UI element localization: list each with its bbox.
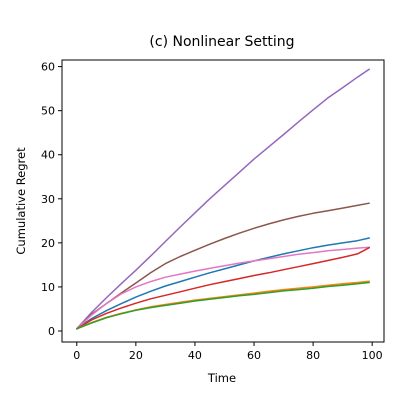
series-line-1	[76, 68, 370, 330]
series-line-4	[76, 246, 370, 330]
series-line-5	[76, 246, 370, 330]
y-tick-label: 10	[41, 281, 55, 294]
y-tick-label: 40	[41, 149, 55, 162]
y-tick-label: 60	[41, 61, 55, 74]
x-axis-label: Time	[207, 371, 236, 385]
x-tick-label: 20	[129, 349, 143, 362]
series-line-2	[76, 202, 370, 330]
x-tick-label: 100	[362, 349, 383, 362]
y-axis-label: Cumulative Regret	[14, 147, 28, 255]
x-tick-label: 40	[188, 349, 202, 362]
chart-title: (c) Nonlinear Setting	[149, 34, 294, 50]
y-tick-label: 30	[41, 193, 55, 206]
axes-frame	[61, 59, 385, 343]
x-tick-label: 60	[247, 349, 261, 362]
series-line-6	[76, 280, 370, 330]
y-axis: 0 10 20 30 40 50 60	[41, 61, 62, 338]
y-tick-label: 50	[41, 105, 55, 118]
series-line-3	[76, 237, 370, 330]
y-tick-label: 20	[41, 237, 55, 250]
x-tick-label: 80	[306, 349, 320, 362]
x-axis: 0 20 40 60 80 100	[73, 342, 383, 362]
y-tick-label: 0	[48, 325, 55, 338]
plot-area	[76, 68, 370, 330]
series-line-7	[76, 281, 370, 330]
x-tick-label: 0	[73, 349, 80, 362]
